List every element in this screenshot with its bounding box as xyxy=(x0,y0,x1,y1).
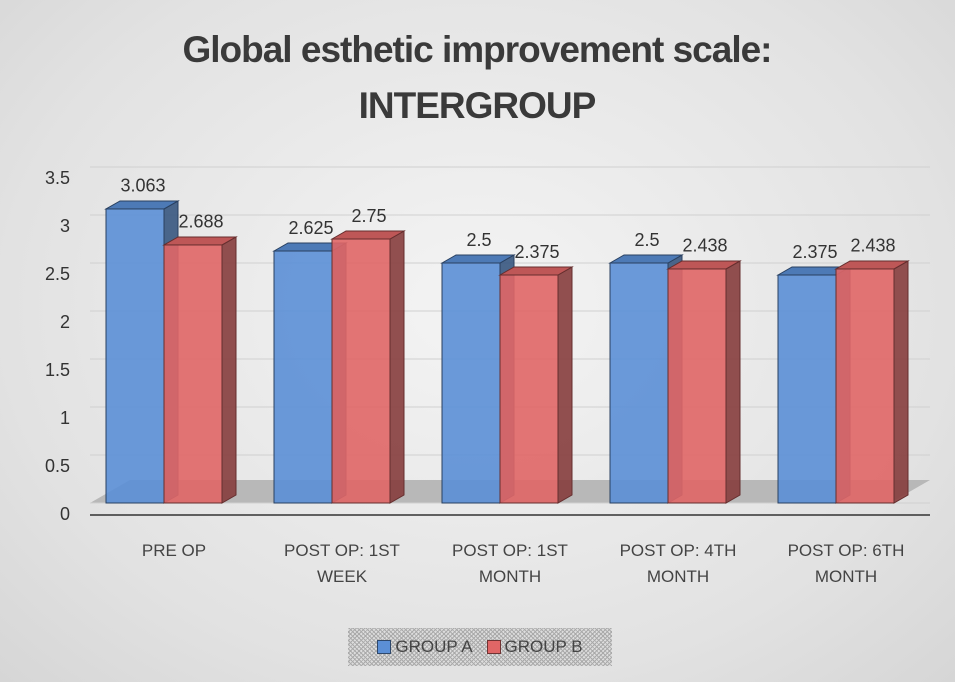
x-tick-label: PRE OP xyxy=(141,541,207,560)
bar xyxy=(273,250,333,504)
bar xyxy=(835,268,895,504)
legend-item: GROUP B xyxy=(486,637,583,657)
data-label: 2.438 xyxy=(850,236,895,256)
x-tick-label: POST OP: 4TH MONTH xyxy=(619,541,737,586)
x-tick-label: POST OP: 1ST MONTH xyxy=(452,541,568,586)
bar xyxy=(441,262,501,504)
legend-label: GROUP B xyxy=(504,637,583,656)
y-tick-label: 2 xyxy=(60,312,70,332)
bar xyxy=(163,244,223,504)
bar xyxy=(667,268,727,504)
y-tick-label: 2.5 xyxy=(45,264,70,284)
x-tick-label: POST OP: 1ST WEEK xyxy=(284,541,400,586)
y-tick-label: 3.5 xyxy=(45,168,70,188)
bar xyxy=(777,274,837,504)
data-label: 2.688 xyxy=(178,212,223,232)
legend-swatch xyxy=(377,640,392,654)
bar-side xyxy=(893,260,909,504)
data-label: 2.75 xyxy=(351,206,386,226)
bar-side xyxy=(221,236,237,504)
y-tick-label: 1 xyxy=(60,408,70,428)
data-label: 2.5 xyxy=(634,230,659,250)
bar-side xyxy=(557,266,573,504)
bar xyxy=(105,208,165,504)
legend: GROUP A GROUP B xyxy=(348,628,612,666)
y-tick-label: 1.5 xyxy=(45,360,70,380)
data-label: 2.375 xyxy=(792,242,837,262)
data-label: 3.063 xyxy=(120,176,165,196)
data-label: 2.375 xyxy=(514,242,559,262)
x-tick-label: POST OP: 6TH MONTH xyxy=(787,541,905,586)
bar xyxy=(499,274,559,504)
bar xyxy=(609,262,669,504)
y-tick-label: 0.5 xyxy=(45,456,70,476)
chart-title: Global esthetic improvement scale: INTER… xyxy=(182,29,772,126)
data-label: 2.625 xyxy=(288,218,333,238)
bar-side xyxy=(389,230,405,504)
legend-swatch xyxy=(486,640,501,654)
y-tick-label: 0 xyxy=(60,504,70,524)
data-label: 2.438 xyxy=(682,236,727,256)
bar xyxy=(331,238,391,504)
legend-label: GROUP A xyxy=(395,637,473,656)
data-label: 2.5 xyxy=(466,230,491,250)
legend-item: GROUP A xyxy=(377,637,473,657)
y-tick-label: 3 xyxy=(60,216,70,236)
bar-side xyxy=(725,260,741,504)
